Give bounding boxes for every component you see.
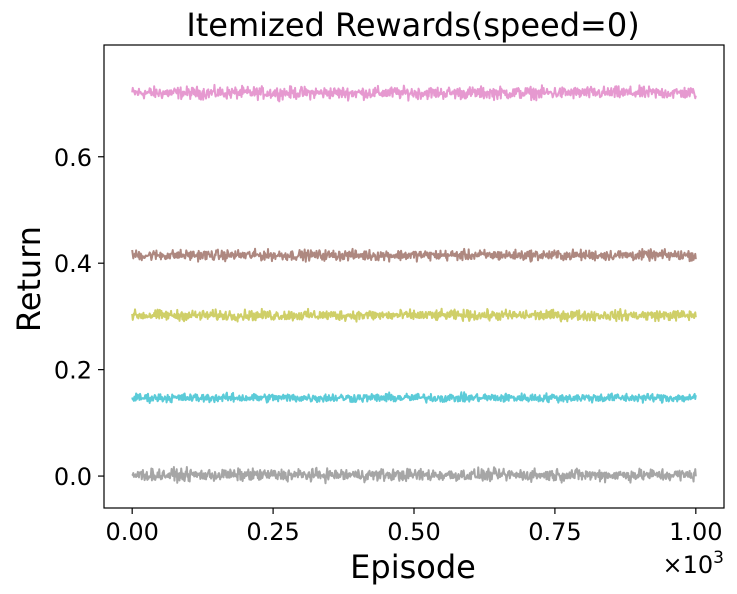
- plot-frame: [103, 44, 725, 509]
- series-line-2: [131, 247, 697, 263]
- x-tick-label: 0.25: [246, 518, 299, 546]
- x-axis-offset-exponent: 3: [713, 548, 724, 568]
- series-layer: [131, 83, 697, 485]
- chart-title: Itemized Rewards(speed=0): [186, 6, 639, 44]
- x-tick-label: 1.00: [669, 518, 722, 546]
- x-axis-label: Episode: [350, 548, 476, 586]
- y-tick-label: 0.2: [54, 357, 92, 385]
- y-axis-label: Return: [10, 226, 48, 332]
- y-tick-label: 0.6: [54, 144, 92, 172]
- y-tick-label: 0.4: [54, 250, 92, 278]
- x-axis-offset-base: ×10: [663, 551, 714, 579]
- y-tick-label: 0.0: [54, 463, 92, 491]
- x-axis: 0.00 0.25 0.50 0.75 1.00: [105, 508, 723, 546]
- y-axis: 0.0 0.2 0.4 0.6: [54, 144, 104, 491]
- series-line-5: [131, 465, 697, 485]
- x-tick-label: 0.00: [105, 518, 158, 546]
- series-line-1: [131, 83, 697, 103]
- series-line-3: [131, 307, 697, 323]
- x-axis-offset: ×103: [663, 548, 724, 579]
- x-tick-label: 0.75: [528, 518, 581, 546]
- x-tick-label: 0.50: [387, 518, 440, 546]
- series-line-4: [131, 391, 697, 404]
